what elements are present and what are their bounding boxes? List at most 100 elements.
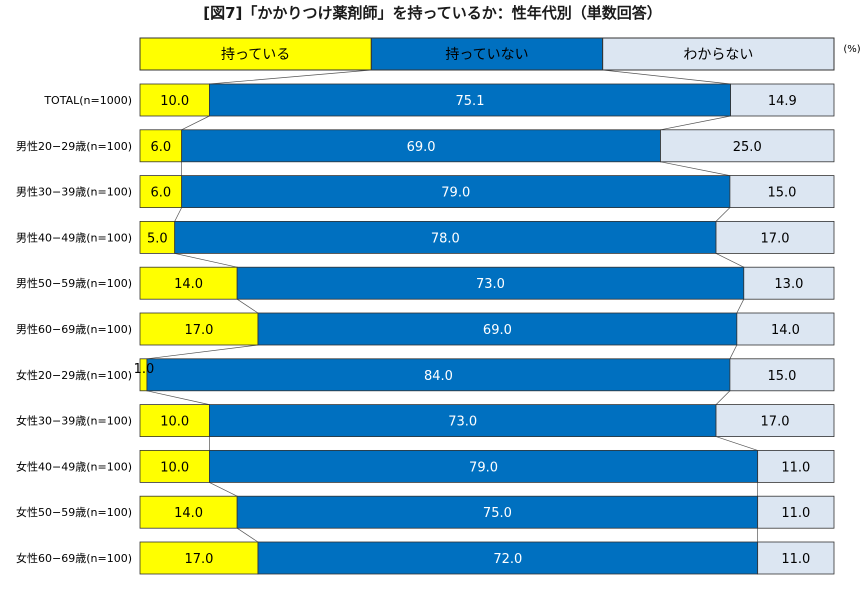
bar-segment (208, 449, 759, 483)
data-label: 72.0 (493, 552, 522, 567)
category-label: 女性30−39歳(n=100) (16, 414, 132, 428)
data-label: 10.0 (160, 415, 189, 430)
bar-segment (660, 129, 835, 163)
value-labels: 10.0 75.1 14.9 6.0 69.0 25.0 6.0 79.0 15.0 5.0 78.… (134, 94, 811, 567)
connector-line (174, 207, 182, 222)
legend-swatch-1 (139, 37, 372, 71)
bar-segment (208, 83, 731, 117)
category-labels: TOTAL(n=1000) 男性20−29歳(n=100) 男性30−39歳(n=1… (16, 94, 132, 565)
bar-segment (174, 220, 717, 254)
legend-swatch-3 (602, 37, 835, 71)
bar-segment (715, 220, 835, 254)
data-label: 15.0 (767, 369, 796, 384)
legend-label-3: わからない (683, 47, 753, 63)
bar-segment (757, 495, 835, 529)
connector-line (209, 482, 238, 497)
data-label: 10.0 (160, 94, 189, 109)
bar-segment (729, 175, 835, 209)
connector-line (660, 115, 731, 131)
data-label: 6.0 (150, 140, 171, 155)
bar-segment (208, 404, 717, 438)
category-label: 女性20−29歳(n=100) (16, 368, 132, 382)
category-label: 男性20−29歳(n=100) (16, 139, 132, 153)
data-label: 25.0 (733, 140, 762, 155)
bar-segment (139, 541, 259, 575)
data-label: 17.0 (185, 323, 214, 338)
bar-segment (139, 129, 183, 163)
data-label: 1.0 (134, 362, 155, 377)
data-label: 14.0 (174, 277, 203, 292)
bar-segment (757, 449, 835, 483)
bar-segment (757, 541, 835, 575)
data-label: 78.0 (431, 231, 460, 246)
bar-segment (257, 541, 759, 575)
data-label: 11.0 (781, 460, 810, 475)
bar-segment (730, 83, 835, 117)
bar-segment (139, 266, 238, 300)
category-label: 男性60−69歳(n=100) (16, 322, 132, 336)
data-label: 75.0 (483, 506, 512, 521)
data-label: 69.0 (483, 323, 512, 338)
bar-segment (139, 449, 210, 483)
connector-line (715, 436, 758, 451)
category-label: 男性50−59歳(n=100) (16, 276, 132, 290)
connector-line (715, 207, 731, 222)
connector-line (236, 527, 259, 543)
bar-segment (139, 404, 210, 438)
data-label: 14.0 (174, 506, 203, 521)
data-label: 73.0 (448, 415, 477, 430)
legend-label-2: 持っていない (445, 47, 528, 63)
category-label: 男性30−39歳(n=100) (16, 185, 132, 199)
data-label: 14.9 (768, 94, 797, 109)
connector-line (146, 390, 210, 405)
connector-line (174, 253, 238, 268)
bar-segment (139, 495, 238, 529)
data-label: 10.0 (160, 460, 189, 475)
bar-segment (715, 404, 835, 438)
data-label: 5.0 (147, 231, 168, 246)
data-label: 79.0 (441, 186, 470, 201)
category-label: 女性50−59歳(n=100) (16, 505, 132, 519)
data-label: 13.0 (774, 277, 803, 292)
data-label: 17.0 (185, 552, 214, 567)
data-label: 73.0 (476, 277, 505, 292)
bar-segment (139, 312, 259, 346)
bar-segment (736, 312, 835, 346)
bar-segment (139, 175, 183, 209)
bar-segment (146, 358, 731, 392)
data-label: 6.0 (150, 186, 171, 201)
bar-segment (139, 220, 176, 254)
bars-layer (139, 83, 835, 575)
data-label: 84.0 (424, 369, 453, 384)
category-label: 女性60−69歳(n=100) (16, 551, 132, 565)
chart-title: [図7]「かかりつけ薬剤師」を持っているか：性年代別（単数回答） (203, 4, 662, 22)
bar-segment (181, 175, 731, 209)
data-label: 17.0 (761, 415, 790, 430)
legend-label-1: 持っている (221, 47, 290, 63)
bar-segment (236, 495, 759, 529)
connector-line (236, 298, 259, 314)
unit-label: (%) (843, 44, 860, 55)
bar-segment (139, 83, 210, 117)
data-label: 79.0 (469, 460, 498, 475)
data-label: 17.0 (761, 231, 790, 246)
connector-line (729, 344, 738, 359)
connector-legend-2 (602, 69, 731, 85)
bar-segment (743, 266, 835, 300)
category-label: TOTAL(n=1000) (43, 94, 132, 107)
data-label: 75.1 (456, 94, 485, 109)
legend-swatch-2 (370, 37, 604, 71)
bar-segment (729, 358, 835, 392)
data-label: 15.0 (767, 186, 796, 201)
connector-line (736, 299, 745, 314)
bar-segment (257, 312, 738, 346)
data-label: 11.0 (781, 552, 810, 567)
connector-lines (146, 69, 759, 543)
data-label: 14.0 (771, 323, 800, 338)
data-label: 11.0 (781, 506, 810, 521)
legend: 持っている 持っていない わからない (139, 37, 835, 71)
connector-legend-1 (209, 69, 372, 85)
data-label: 69.0 (407, 140, 436, 155)
connector-line (660, 161, 730, 176)
